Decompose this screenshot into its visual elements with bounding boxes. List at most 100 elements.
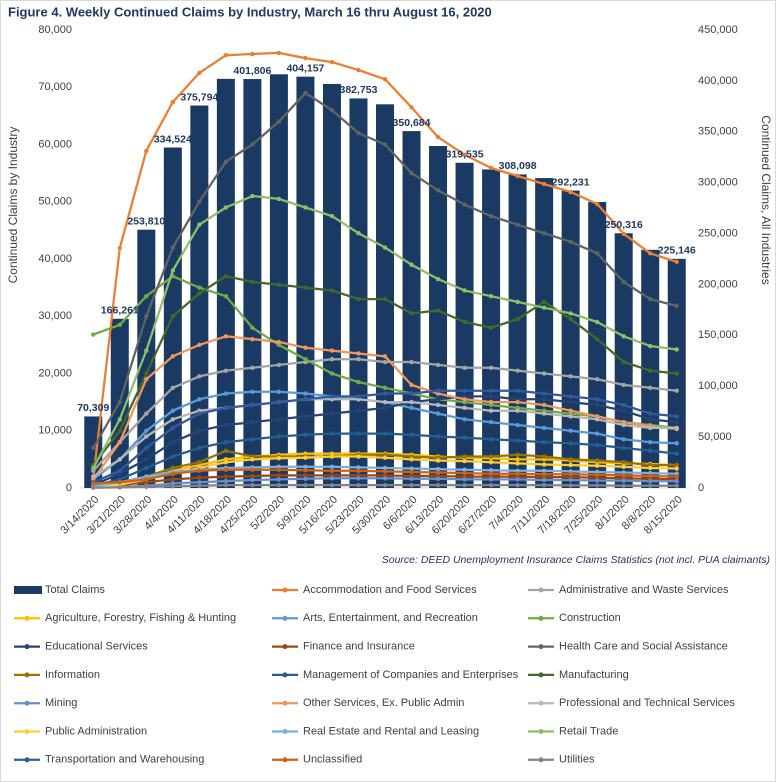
line-marker bbox=[117, 468, 122, 474]
line-marker bbox=[621, 473, 626, 478]
line-marker bbox=[250, 279, 255, 285]
line-marker bbox=[276, 282, 282, 287]
line-marker bbox=[170, 484, 176, 489]
line-marker bbox=[276, 477, 282, 482]
legend-marker bbox=[24, 615, 30, 621]
line-marker bbox=[329, 482, 335, 488]
line-marker bbox=[488, 471, 494, 476]
line-marker bbox=[594, 483, 600, 488]
data-label: 225,146 bbox=[658, 245, 696, 257]
line-marker bbox=[435, 362, 441, 368]
legend-marker bbox=[538, 729, 544, 734]
line-marker bbox=[276, 50, 282, 56]
line-marker bbox=[250, 142, 255, 147]
y-tick-label: 20,000 bbox=[38, 367, 72, 379]
line-marker bbox=[223, 52, 229, 58]
line-marker bbox=[276, 434, 282, 439]
line-marker bbox=[648, 417, 653, 422]
line-marker bbox=[382, 245, 388, 250]
y-tick-label: 60,000 bbox=[38, 138, 72, 150]
line-marker bbox=[356, 468, 361, 474]
data-label: 319,535 bbox=[446, 149, 484, 161]
data-label: 334,524 bbox=[154, 133, 192, 145]
line-marker bbox=[303, 414, 308, 419]
line-marker bbox=[488, 454, 494, 459]
line-marker bbox=[382, 359, 388, 365]
line-marker bbox=[303, 356, 308, 362]
line-marker bbox=[144, 484, 149, 490]
line-marker bbox=[117, 480, 122, 485]
line-marker bbox=[276, 196, 282, 202]
line-marker bbox=[356, 356, 361, 362]
data-label: 70,309 bbox=[77, 402, 109, 414]
line-marker bbox=[329, 464, 335, 470]
line-marker bbox=[117, 428, 122, 433]
line-marker bbox=[462, 454, 467, 459]
y2-tick-label: 150,000 bbox=[698, 329, 738, 341]
line-marker bbox=[329, 454, 335, 459]
line-marker bbox=[568, 408, 573, 413]
line-marker bbox=[648, 251, 653, 256]
line-marker bbox=[303, 432, 308, 437]
line-marker bbox=[223, 334, 229, 339]
line-marker bbox=[621, 359, 626, 365]
line-marker bbox=[356, 476, 361, 481]
line-marker bbox=[356, 379, 361, 385]
line-marker bbox=[223, 478, 229, 484]
y2-tick-label: 300,000 bbox=[698, 177, 738, 189]
line-marker bbox=[621, 437, 626, 442]
line-marker bbox=[648, 483, 653, 488]
line-marker bbox=[91, 481, 96, 486]
y-tick-label: 50,000 bbox=[38, 196, 72, 208]
bar bbox=[376, 104, 394, 488]
line-marker bbox=[409, 105, 414, 110]
line-marker bbox=[409, 469, 414, 475]
line-marker bbox=[462, 417, 467, 422]
line-marker bbox=[541, 440, 547, 445]
line-marker bbox=[170, 417, 176, 422]
bar bbox=[322, 83, 341, 488]
line-marker bbox=[594, 472, 600, 478]
line-marker bbox=[462, 435, 467, 440]
line-marker bbox=[674, 414, 679, 419]
line-marker bbox=[488, 365, 494, 370]
y2-tick-label: 400,000 bbox=[698, 75, 738, 87]
line-marker bbox=[462, 152, 467, 158]
line-marker bbox=[674, 462, 679, 468]
line-marker bbox=[594, 463, 600, 468]
line-marker bbox=[303, 345, 308, 350]
line-marker bbox=[409, 399, 414, 405]
line-marker bbox=[276, 362, 282, 368]
line-marker bbox=[515, 388, 520, 393]
line-marker bbox=[541, 411, 547, 416]
line-marker bbox=[541, 477, 547, 483]
line-marker bbox=[488, 165, 494, 171]
line-marker bbox=[382, 385, 388, 391]
line-marker bbox=[541, 231, 547, 236]
bar bbox=[269, 74, 288, 489]
line-marker bbox=[568, 483, 573, 488]
line-marker bbox=[117, 399, 122, 405]
y2-tick-label: 50,000 bbox=[698, 431, 732, 443]
legend-label: Educational Services bbox=[45, 641, 148, 653]
line-marker bbox=[382, 465, 388, 471]
line-marker bbox=[435, 276, 441, 282]
line-marker bbox=[435, 470, 441, 475]
line-marker bbox=[568, 399, 573, 405]
line-marker bbox=[621, 478, 626, 483]
line-marker bbox=[594, 442, 600, 448]
line-marker bbox=[144, 377, 149, 382]
line-marker bbox=[515, 461, 520, 466]
line-marker bbox=[648, 385, 653, 391]
line-marker bbox=[276, 456, 282, 461]
line-marker bbox=[197, 483, 202, 488]
y-tick-label: 40,000 bbox=[38, 253, 72, 265]
line-marker bbox=[435, 476, 441, 482]
line-marker bbox=[197, 342, 202, 348]
line-marker bbox=[515, 299, 520, 305]
line-marker bbox=[674, 466, 679, 471]
line-marker bbox=[170, 454, 176, 459]
line-marker bbox=[568, 374, 573, 379]
line-marker bbox=[488, 213, 494, 219]
